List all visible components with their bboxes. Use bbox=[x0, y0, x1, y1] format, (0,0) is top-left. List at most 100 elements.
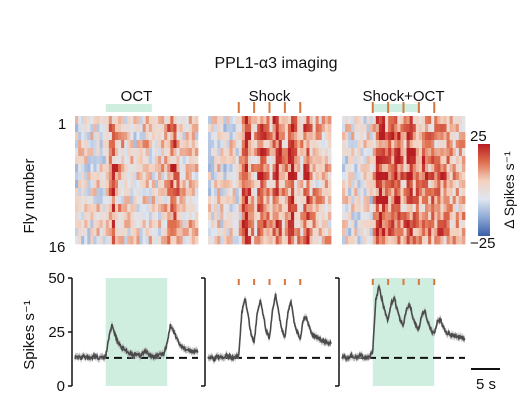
heatmap-cell bbox=[272, 164, 277, 173]
heatmap-cell bbox=[272, 148, 277, 157]
heatmap-cell bbox=[161, 204, 165, 213]
heatmap-cell bbox=[425, 220, 429, 229]
heatmap-cell bbox=[167, 132, 171, 141]
heatmap-cell bbox=[208, 212, 212, 221]
heatmap-cell bbox=[315, 172, 320, 181]
heatmap-cell bbox=[164, 156, 168, 165]
heatmap-cell bbox=[145, 204, 150, 213]
heatmap-cell bbox=[173, 236, 177, 245]
heatmap-cell bbox=[324, 204, 329, 213]
heatmap-cell bbox=[235, 132, 240, 141]
heatmap-cell bbox=[443, 236, 447, 245]
heatmap-cell bbox=[238, 140, 243, 149]
heatmap-cell bbox=[294, 140, 298, 149]
heatmap-cell bbox=[90, 172, 94, 181]
heatmap-cell bbox=[421, 116, 426, 125]
heatmap-cell bbox=[151, 236, 156, 245]
heatmap-cell bbox=[102, 204, 107, 213]
heatmap-cell bbox=[303, 204, 307, 213]
heatmap-cell bbox=[391, 228, 395, 237]
heatmap-cell bbox=[284, 156, 289, 165]
heatmap-cell bbox=[158, 180, 162, 189]
heatmap-cell bbox=[211, 204, 215, 213]
heatmap-cell bbox=[348, 164, 352, 173]
heatmap-cell bbox=[102, 124, 107, 133]
heatmap-cell bbox=[194, 188, 199, 197]
heatmap-cell bbox=[443, 204, 447, 213]
heatmap-cell bbox=[297, 116, 301, 125]
heatmap-cell bbox=[354, 164, 358, 173]
heatmap-cell bbox=[409, 148, 414, 157]
heatmap-cell bbox=[226, 172, 230, 181]
heatmap-cell bbox=[284, 172, 289, 181]
heatmap-cell bbox=[458, 124, 463, 133]
heatmap-cell bbox=[372, 236, 377, 245]
heatmap-cell bbox=[235, 188, 240, 197]
heatmap-cell bbox=[217, 204, 221, 213]
heatmap-cell bbox=[294, 164, 298, 173]
heatmap-cell bbox=[84, 236, 88, 245]
heatmap-cell bbox=[366, 196, 371, 205]
heatmap-cell bbox=[385, 220, 389, 229]
heatmap-cell bbox=[351, 196, 355, 205]
heatmap-cell bbox=[105, 212, 110, 221]
heatmap-cell bbox=[111, 156, 116, 165]
heatmap-cell bbox=[229, 148, 234, 157]
heatmap-cell bbox=[179, 164, 184, 173]
heatmap-cell bbox=[287, 164, 292, 173]
heatmap-cell bbox=[145, 140, 150, 149]
heatmap-cell bbox=[87, 188, 91, 197]
heatmap-cell bbox=[133, 204, 137, 213]
heatmap-cell bbox=[164, 196, 168, 205]
heatmap-cell bbox=[327, 156, 332, 165]
heatmap-cell bbox=[176, 196, 180, 205]
heatmap-cell bbox=[318, 164, 323, 173]
heatmap-cell bbox=[214, 124, 218, 133]
heatmap-cell bbox=[369, 180, 374, 189]
heatmap-cell bbox=[75, 140, 79, 149]
heatmap-cell bbox=[300, 116, 304, 125]
heatmap-cell bbox=[297, 172, 301, 181]
heatmap-cell bbox=[93, 140, 97, 149]
heatmap-cell bbox=[108, 164, 113, 173]
heatmap-cell bbox=[247, 148, 252, 157]
heatmap-cell bbox=[366, 236, 371, 245]
heatmap-cell bbox=[327, 228, 332, 237]
heatmap-cell bbox=[226, 196, 230, 205]
heatmap-cell bbox=[241, 116, 246, 125]
heatmap-cell bbox=[360, 156, 364, 165]
heatmap-cell bbox=[366, 164, 371, 173]
heatmap-cell bbox=[458, 188, 463, 197]
heatmap-cell bbox=[191, 156, 196, 165]
heatmap-cell bbox=[284, 180, 289, 189]
heatmap-cell bbox=[96, 180, 101, 189]
heatmap-cell bbox=[449, 236, 454, 245]
heatmap-cell bbox=[81, 196, 85, 205]
heatmap-cell bbox=[266, 156, 270, 165]
heatmap-cell bbox=[425, 132, 429, 141]
heatmap-cell bbox=[421, 124, 426, 133]
heatmap-cell bbox=[194, 156, 199, 165]
heatmap-cell bbox=[136, 164, 140, 173]
heatmap-cell bbox=[235, 180, 240, 189]
heatmap-cell bbox=[400, 124, 404, 133]
heatmap-cell bbox=[312, 236, 317, 245]
heatmap-cell bbox=[158, 236, 162, 245]
heatmap-cell bbox=[294, 172, 298, 181]
heatmap-cell bbox=[284, 164, 289, 173]
heatmap-cell bbox=[251, 180, 255, 189]
heatmap-cell bbox=[257, 116, 261, 125]
heatmap-cell bbox=[161, 164, 165, 173]
heatmap-cell bbox=[90, 204, 94, 213]
heatmap-cell bbox=[263, 116, 267, 125]
heatmap-cell bbox=[345, 180, 349, 189]
heatmap-cell bbox=[449, 196, 454, 205]
heatmap-cell bbox=[254, 220, 258, 229]
heatmap-shock: Shock bbox=[208, 88, 332, 245]
heatmap-cell bbox=[229, 228, 234, 237]
heatmap-cell bbox=[114, 236, 119, 245]
heatmap-cell bbox=[354, 228, 358, 237]
heatmap-cell bbox=[118, 140, 122, 149]
heatmap-cell bbox=[315, 140, 320, 149]
heatmap-cell bbox=[136, 140, 140, 149]
